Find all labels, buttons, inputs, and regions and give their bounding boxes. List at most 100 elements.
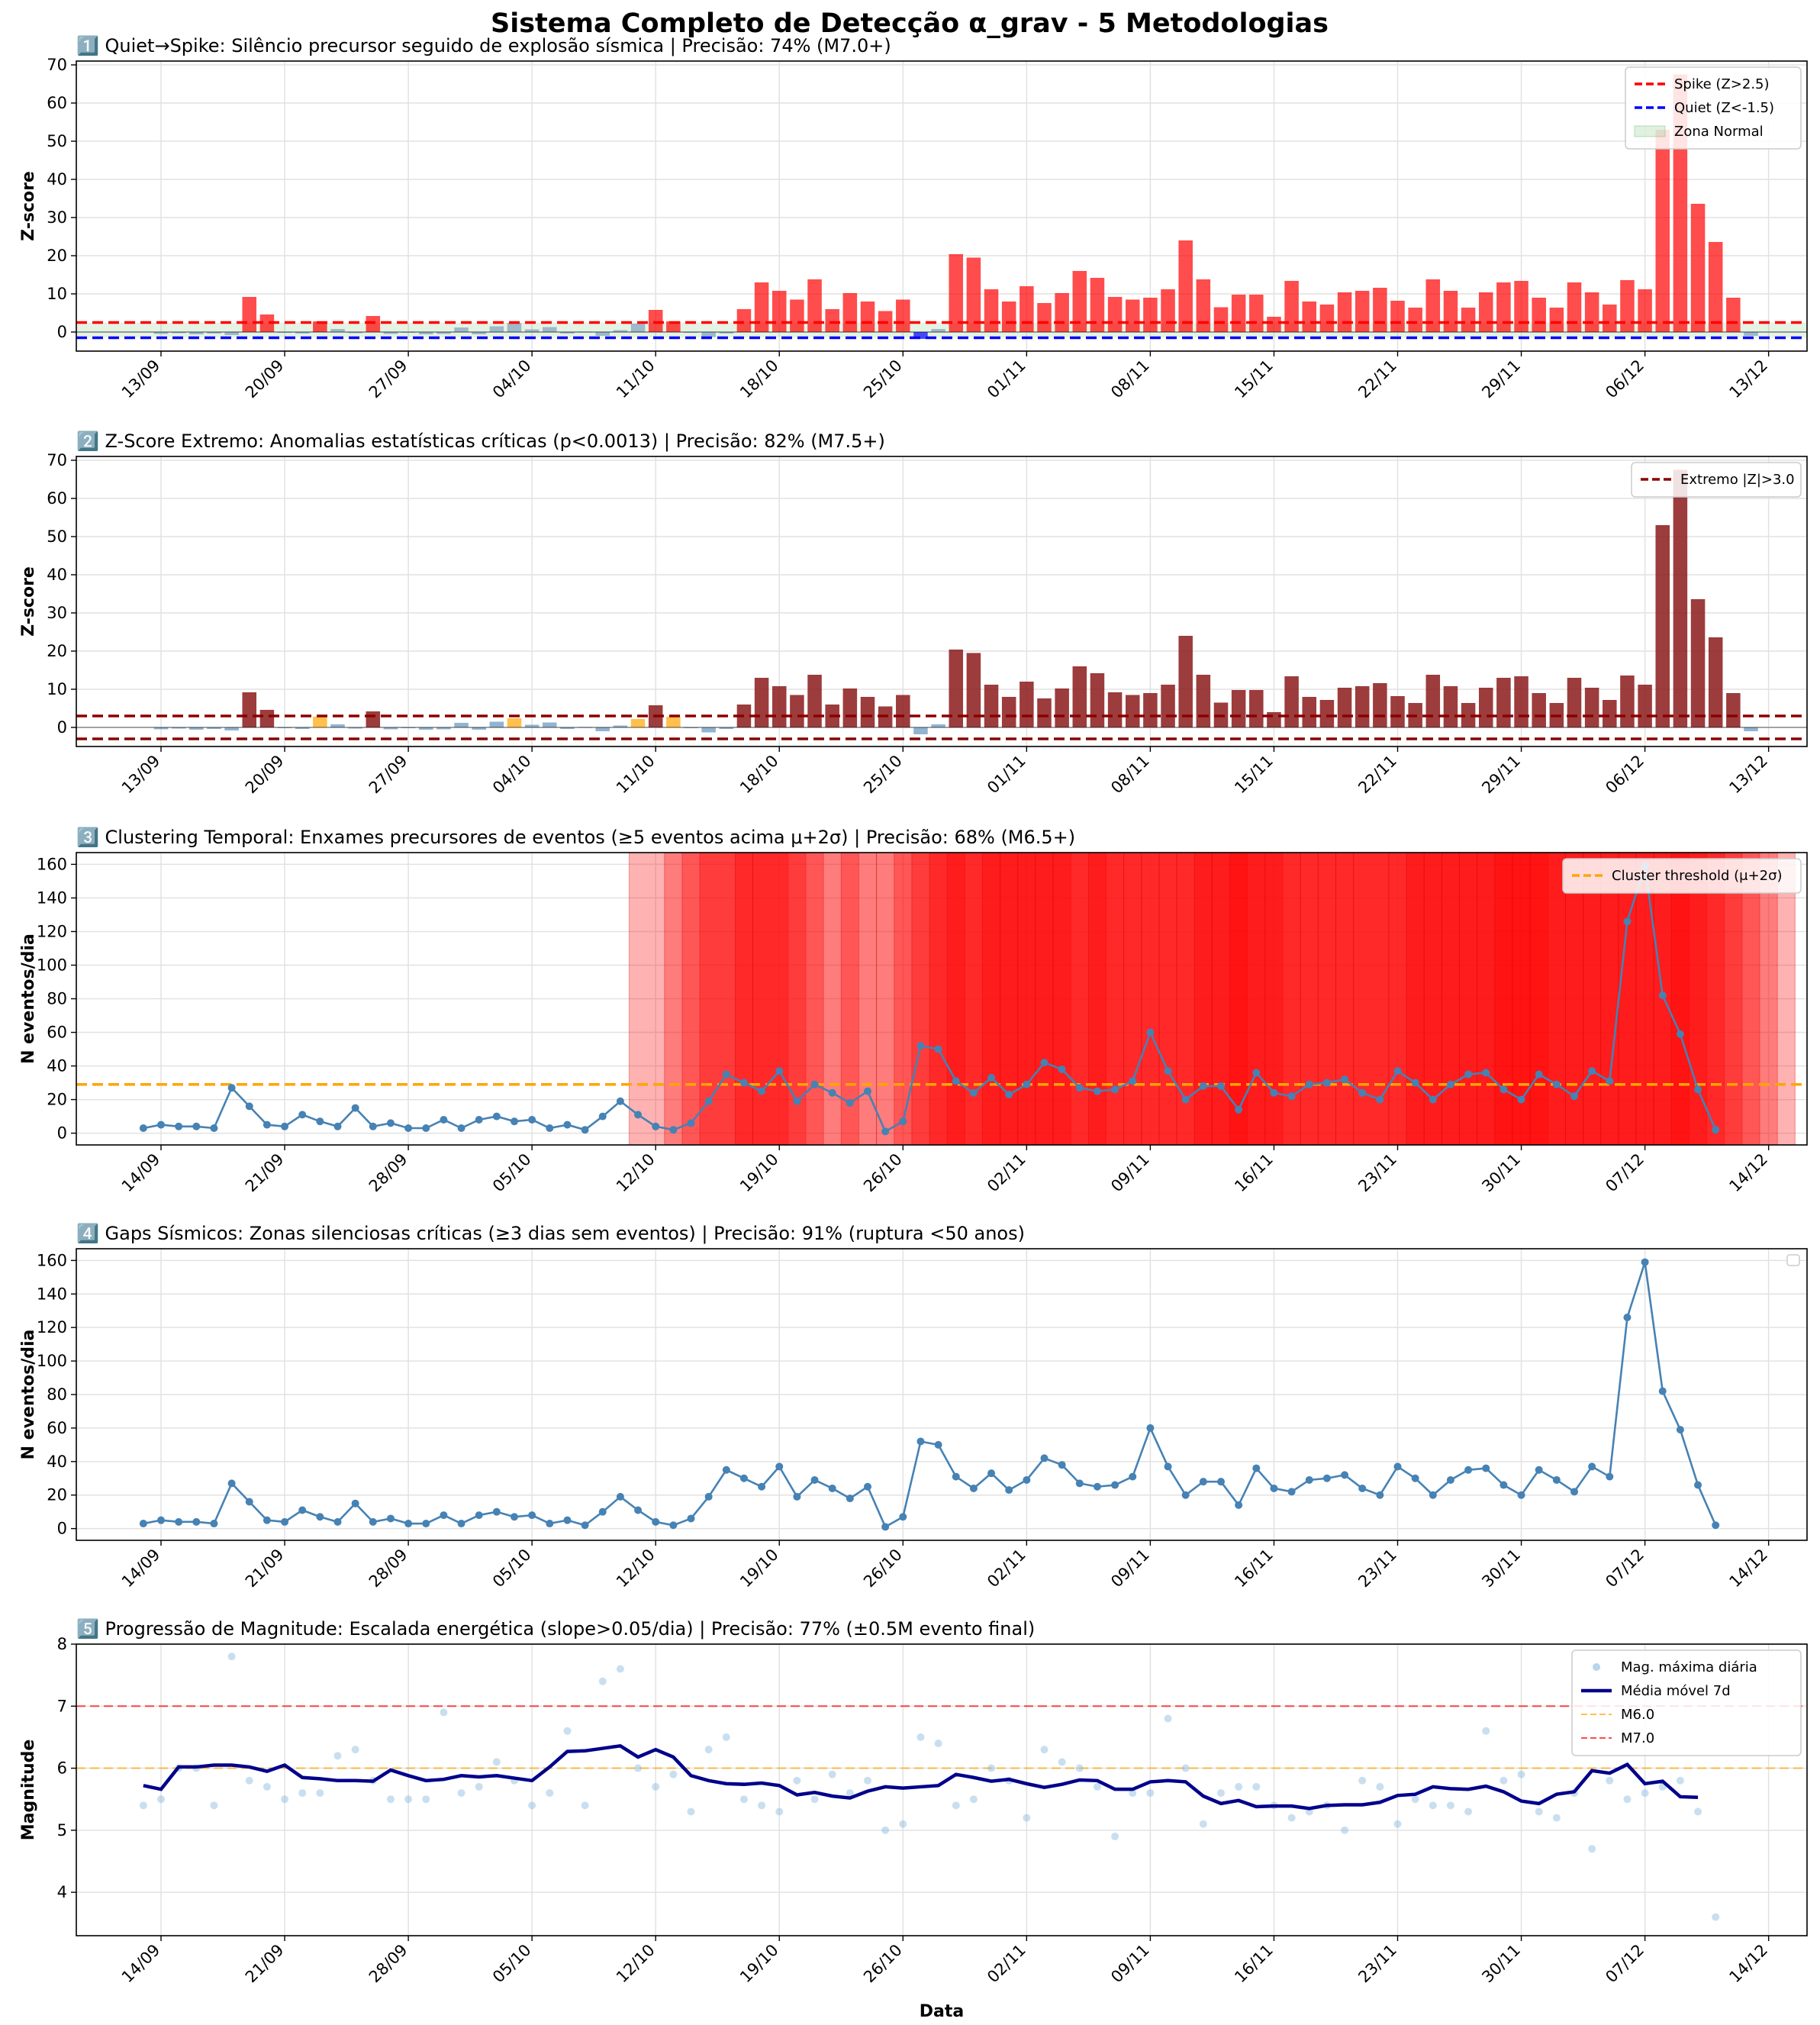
cluster-band bbox=[1335, 852, 1461, 1146]
data-point bbox=[1712, 1521, 1720, 1530]
bar bbox=[701, 332, 716, 337]
data-point bbox=[916, 1042, 925, 1050]
bar bbox=[1001, 301, 1016, 332]
legend-swatch bbox=[1634, 125, 1666, 137]
bar bbox=[1390, 301, 1405, 332]
magnitude-point bbox=[475, 1782, 483, 1791]
data-point bbox=[1341, 1075, 1349, 1084]
magnitude-point bbox=[528, 1801, 536, 1810]
bar bbox=[630, 719, 646, 727]
magnitude-point bbox=[581, 1801, 589, 1810]
legend-box-empty bbox=[1786, 1254, 1800, 1266]
y-tick-label: 120 bbox=[37, 922, 67, 940]
bar bbox=[1143, 298, 1158, 332]
bar bbox=[913, 727, 928, 734]
y-tick-label: 10 bbox=[47, 285, 67, 303]
bar bbox=[666, 717, 681, 727]
data-point bbox=[1606, 1472, 1614, 1481]
magnitude-point bbox=[1393, 1820, 1402, 1828]
x-tick-label: 25/10 bbox=[860, 752, 906, 798]
axes-frame bbox=[76, 60, 1808, 352]
cluster-band bbox=[1176, 852, 1301, 1146]
data-point bbox=[546, 1124, 554, 1132]
bar bbox=[1090, 278, 1105, 332]
bar bbox=[348, 727, 362, 729]
x-tick-label: 05/10 bbox=[489, 1546, 535, 1591]
data-point bbox=[422, 1124, 430, 1132]
cluster-band bbox=[1406, 852, 1531, 1146]
y-tick-label: 0 bbox=[57, 1124, 67, 1143]
data-point bbox=[1199, 1478, 1207, 1486]
data-point bbox=[652, 1122, 660, 1130]
data-point bbox=[1093, 1482, 1101, 1491]
data-point bbox=[404, 1124, 413, 1132]
bar bbox=[1603, 305, 1617, 332]
x-tick-label: 13/09 bbox=[118, 356, 164, 402]
bar bbox=[1655, 130, 1670, 332]
magnitude-point bbox=[157, 1795, 165, 1804]
data-point bbox=[775, 1067, 784, 1075]
magnitude-point bbox=[1341, 1826, 1349, 1834]
magnitude-point bbox=[1499, 1776, 1508, 1785]
x-tick-label: 12/10 bbox=[613, 1150, 659, 1196]
data-point bbox=[1217, 1478, 1225, 1486]
x-tick-label: 09/11 bbox=[1107, 1546, 1153, 1591]
bar bbox=[1231, 690, 1246, 727]
bar bbox=[1726, 298, 1741, 332]
data-point bbox=[1199, 1082, 1207, 1090]
x-tick-label: 16/11 bbox=[1231, 1546, 1277, 1591]
magnitude-point bbox=[422, 1795, 430, 1804]
legend-label: Zona Normal bbox=[1674, 124, 1764, 140]
panel-title: 2️⃣ Z-Score Extremo: Anomalias estatísti… bbox=[76, 430, 885, 452]
data-point bbox=[687, 1119, 695, 1127]
magnitude-point bbox=[846, 1789, 854, 1798]
data-point bbox=[1429, 1491, 1437, 1499]
legend-label: M6.0 bbox=[1621, 1707, 1654, 1723]
data-point bbox=[1146, 1028, 1155, 1037]
legend: Extremo |Z|>3.0 bbox=[1631, 462, 1802, 498]
data-point bbox=[1058, 1065, 1066, 1073]
data-point bbox=[1005, 1486, 1013, 1495]
data-point bbox=[1658, 992, 1667, 1000]
bar bbox=[1461, 308, 1476, 332]
x-tick-label: 12/10 bbox=[613, 1941, 659, 1987]
cluster-band bbox=[1052, 852, 1177, 1146]
data-point bbox=[1164, 1067, 1172, 1075]
y-tick-label: 70 bbox=[47, 451, 67, 469]
bar bbox=[1708, 637, 1723, 727]
data-point bbox=[1111, 1085, 1119, 1094]
bar bbox=[1425, 675, 1441, 727]
magnitude-point bbox=[1676, 1776, 1684, 1785]
magnitude-point bbox=[1146, 1789, 1155, 1798]
legend: Spike (Z>2.5) Quiet (Z<-1.5) Zona Normal bbox=[1625, 66, 1802, 150]
data-point bbox=[1552, 1080, 1561, 1088]
bar bbox=[1584, 292, 1599, 332]
bar bbox=[984, 685, 999, 727]
cluster-band bbox=[1635, 852, 1760, 1146]
x-tick-label: 15/11 bbox=[1231, 356, 1277, 402]
magnitude-point bbox=[1517, 1770, 1525, 1778]
y-tick-label: 50 bbox=[47, 527, 67, 546]
panel-title: 1️⃣ Quiet→Spike: Silêncio precursor segu… bbox=[76, 35, 891, 56]
x-tick-label: 14/09 bbox=[118, 1150, 164, 1196]
data-point bbox=[987, 1073, 996, 1082]
cluster-band bbox=[876, 852, 1001, 1146]
bar bbox=[330, 329, 345, 332]
y-tick-label: 40 bbox=[47, 566, 67, 584]
bar bbox=[1638, 685, 1652, 727]
magnitude-point bbox=[1164, 1714, 1172, 1723]
x-tick-label: 28/09 bbox=[366, 1150, 411, 1196]
bar bbox=[1478, 688, 1493, 727]
x-tick-label: 21/09 bbox=[242, 1941, 288, 1987]
data-point bbox=[492, 1507, 501, 1516]
cluster-band bbox=[1441, 852, 1566, 1146]
y-tick-label: 20 bbox=[47, 1486, 67, 1504]
data-point bbox=[810, 1080, 819, 1088]
data-point bbox=[1023, 1080, 1031, 1088]
y-tick-label: 40 bbox=[47, 1057, 67, 1075]
data-point bbox=[351, 1499, 359, 1507]
data-point bbox=[846, 1495, 854, 1503]
bar bbox=[630, 324, 646, 332]
data-point bbox=[1305, 1080, 1313, 1088]
data-point bbox=[245, 1102, 253, 1111]
